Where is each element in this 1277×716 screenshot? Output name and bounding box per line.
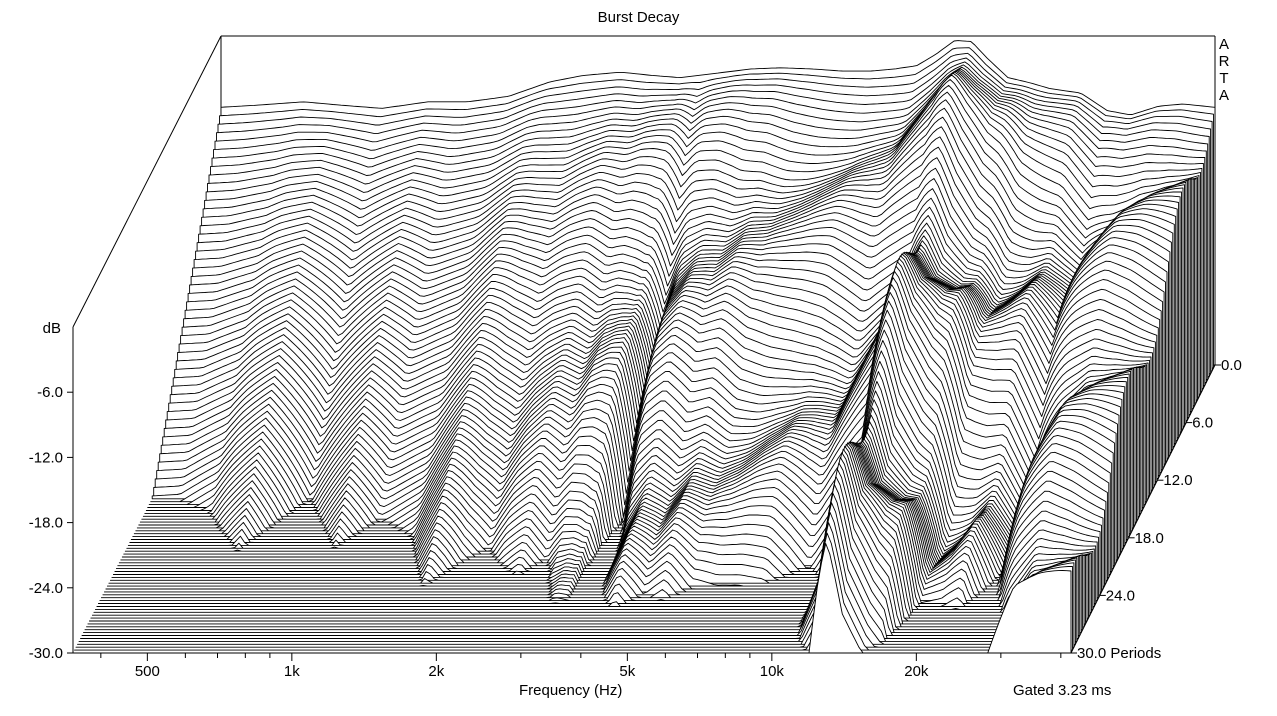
z-tick-label: -18.0: [29, 515, 63, 532]
decay-slices: [72, 40, 1216, 654]
y-tick-label: 12.0: [1163, 472, 1192, 489]
x-tick-label: 1k: [284, 663, 300, 680]
z-axis-label: dB: [43, 320, 61, 337]
gate-note: Gated 3.23 ms: [1013, 682, 1112, 699]
z-tick-label: -30.0: [29, 645, 63, 662]
brand-letter: R: [1218, 53, 1230, 70]
x-tick-label: 2k: [428, 663, 444, 680]
x-tick-label: 10k: [760, 663, 785, 680]
y-tick-label: 24.0: [1106, 587, 1135, 604]
chart-title: Burst Decay: [597, 9, 680, 26]
z-tick-label: -6.0: [37, 384, 63, 401]
arta-brand: A R T A: [1217, 36, 1231, 104]
z-tick-label: -24.0: [29, 580, 63, 597]
x-tick-label: 20k: [904, 663, 929, 680]
y-tick-label: 0.0: [1221, 357, 1242, 374]
x-tick-label: 5k: [619, 663, 635, 680]
z-tick-label: -12.0: [29, 449, 63, 466]
x-tick-label: 500: [135, 663, 160, 680]
y-tick-label: 30.0 Periods: [1077, 645, 1161, 662]
frame-line: [1070, 364, 1216, 654]
axes: 500 1k 2k 5k 10k 20k -6.0 -12.0 -18.0 -24.0 -30.0 d…: [29, 320, 1242, 680]
brand-letter: A: [1218, 87, 1229, 104]
brand-letter: A: [1218, 36, 1229, 53]
y-tick-label: 18.0: [1135, 530, 1164, 547]
y-tick-label: 6.0: [1192, 415, 1213, 432]
decay-slice: [72, 543, 1072, 654]
brand-letter: T: [1219, 70, 1229, 87]
frame-line: [72, 35, 222, 328]
x-axis-label: Frequency (Hz): [519, 682, 623, 699]
